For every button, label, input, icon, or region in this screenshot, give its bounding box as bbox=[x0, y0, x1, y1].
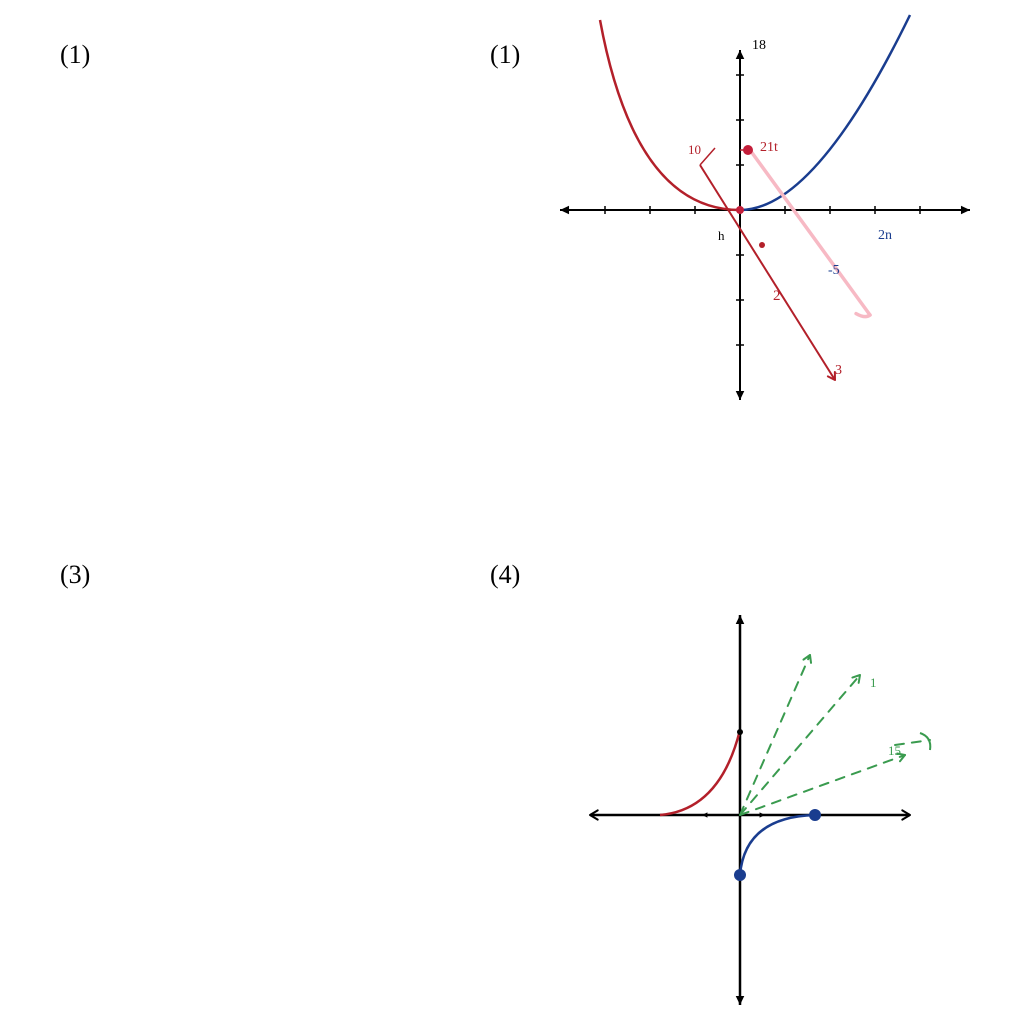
graph1-label-ten: 10 bbox=[688, 142, 701, 158]
graph2-label-one: 1 bbox=[870, 675, 877, 691]
graph1-label-h: h bbox=[718, 228, 725, 244]
panel-label-br: (4) bbox=[490, 560, 520, 590]
graph1-y-top-label: 18 bbox=[752, 38, 766, 54]
graph1-svg bbox=[540, 10, 1020, 410]
panel-label-tr: (1) bbox=[490, 40, 520, 70]
graph1-label-three: 3 bbox=[835, 363, 842, 379]
graph1-label-two: 2 bbox=[773, 288, 781, 305]
graph-top-right: 18 10 21t -5 2 3 h 2n bbox=[540, 10, 1020, 410]
graph1-label-neg5: -5 bbox=[828, 263, 840, 279]
panel-label-tl: (1) bbox=[60, 40, 90, 70]
graph1-label-2n: 2n bbox=[878, 228, 892, 244]
graph2-label-fifteen: 15 bbox=[888, 743, 901, 759]
panel-label-bl: (3) bbox=[60, 560, 90, 590]
graph1-label-21t: 21t bbox=[760, 140, 778, 156]
graph-bottom-right: 1 15 bbox=[540, 575, 1020, 1015]
graph2-svg bbox=[540, 575, 1020, 1015]
